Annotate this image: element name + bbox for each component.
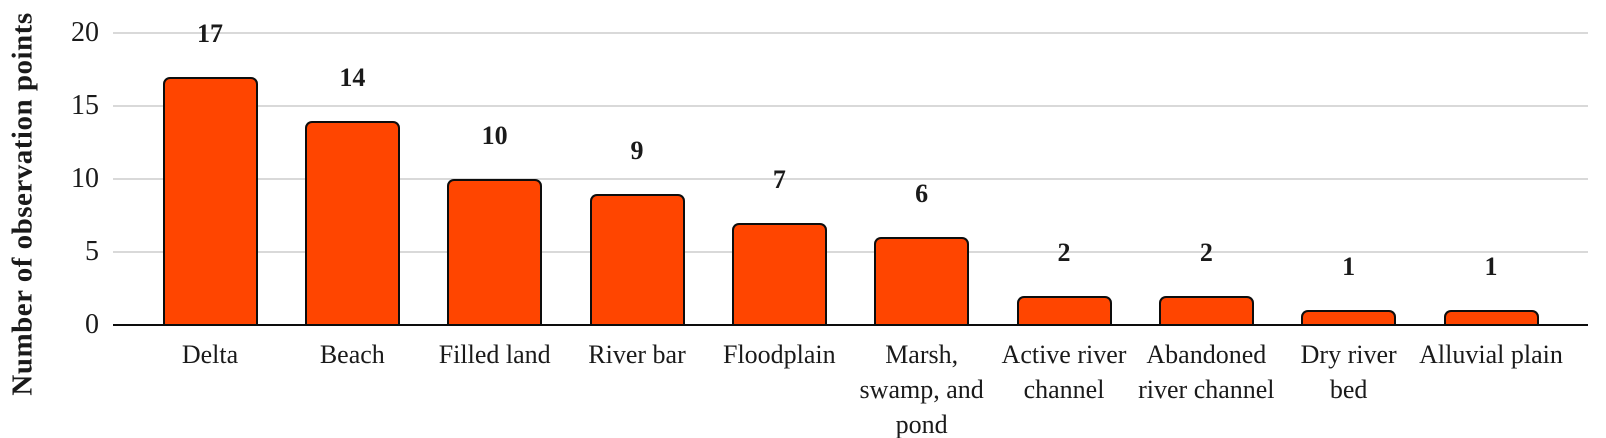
- bar: [731, 222, 827, 325]
- x-tick-label: Filled land: [438, 340, 551, 369]
- y-axis-tick-labels: 0 5 10 15 20: [0, 19, 99, 339]
- x-tick-label: Dry river bed: [1300, 340, 1397, 404]
- y-tick-label: 0: [85, 309, 99, 340]
- gridline: [113, 178, 1588, 180]
- bar: [447, 179, 543, 325]
- x-tick-label: Delta: [181, 340, 239, 369]
- y-tick-label: 20: [71, 17, 99, 48]
- x-tick-label: Beach: [319, 340, 385, 369]
- bar: [304, 120, 400, 325]
- gridline: [113, 251, 1588, 253]
- bar-value-label: 6: [915, 179, 929, 209]
- bar-value-label: 10: [481, 121, 508, 150]
- bar-value-label: 7: [772, 164, 786, 194]
- x-tick-label: Abandoned river channel: [1138, 340, 1275, 404]
- bar: [162, 76, 258, 325]
- y-tick-label: 10: [71, 163, 99, 194]
- x-tick-label: Active river channel: [1001, 340, 1127, 404]
- bar-value-label: 2: [1057, 237, 1071, 267]
- bar: [874, 237, 970, 325]
- bar-value-label: 17: [197, 18, 223, 48]
- plot-area: 17 14 10 9 7 6 2 2 1 1: [113, 20, 1588, 326]
- x-tick-label: Marsh, swamp, and pond: [859, 340, 984, 438]
- bar: [1016, 295, 1112, 325]
- x-tick-label: Alluvial plain: [1419, 340, 1563, 369]
- bar-value-label: 1: [1484, 252, 1498, 282]
- bar-value-label: 14: [339, 62, 366, 92]
- gridline: [113, 105, 1588, 107]
- x-tick-label: Floodplain: [722, 340, 836, 369]
- y-tick-label: 5: [85, 236, 99, 267]
- bar-value-label: 1: [1342, 252, 1356, 282]
- gridline: [113, 32, 1588, 34]
- x-tick-label: River bar: [588, 340, 686, 369]
- bar-value-label: 2: [1199, 237, 1213, 267]
- bar: [1443, 310, 1539, 325]
- x-axis-tick-labels: Delta Beach Filled land River bar Floodplain…: [113, 337, 1588, 438]
- bar: [1301, 310, 1397, 325]
- x-axis-line: [113, 323, 1588, 326]
- bar-value-label: 9: [630, 135, 644, 165]
- bar: [1158, 295, 1254, 325]
- bar: [589, 193, 685, 325]
- y-tick-label: 15: [71, 90, 99, 121]
